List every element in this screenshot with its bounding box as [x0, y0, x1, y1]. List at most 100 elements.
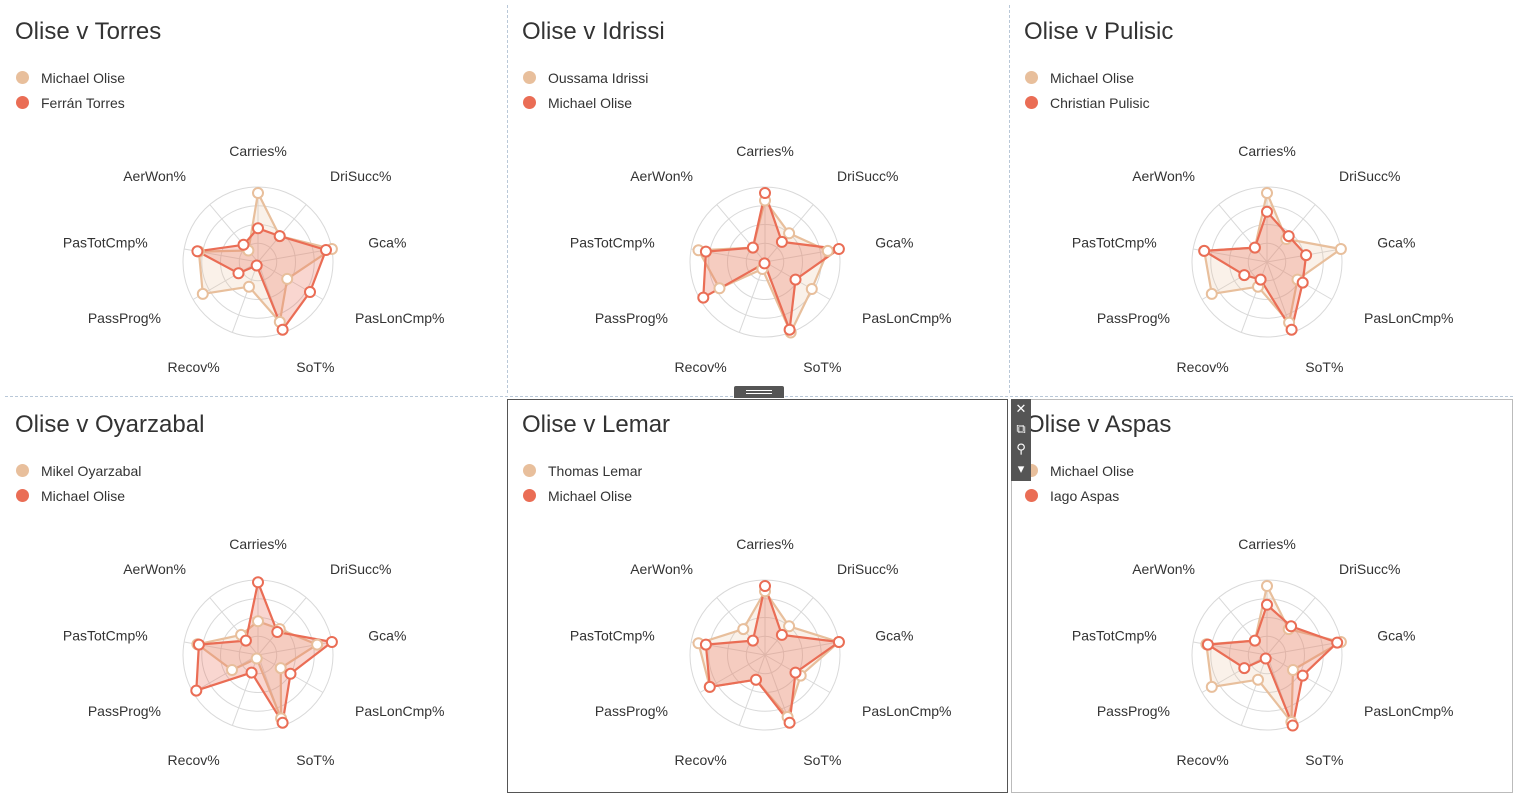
legend-item[interactable]: Iago Aspas [1025, 483, 1134, 508]
series-area-2[interactable] [195, 581, 333, 724]
data-point[interactable] [759, 580, 771, 592]
legend-item[interactable]: Mikel Oyarzabal [16, 458, 141, 483]
data-point[interactable] [1205, 287, 1218, 300]
data-point[interactable] [713, 282, 726, 295]
data-point[interactable] [271, 626, 284, 638]
data-point[interactable] [759, 187, 771, 199]
close-icon[interactable]: ✕ [1015, 401, 1027, 416]
data-point[interactable] [284, 667, 297, 680]
series-area-2[interactable] [702, 191, 840, 331]
data-point[interactable] [232, 267, 245, 280]
data-point[interactable] [703, 680, 716, 693]
data-point[interactable] [325, 636, 338, 648]
data-point[interactable] [1261, 205, 1273, 218]
data-point[interactable] [250, 259, 263, 272]
data-point[interactable] [1252, 673, 1264, 686]
data-point[interactable] [783, 716, 796, 729]
data-point[interactable] [1287, 664, 1299, 676]
legend-item[interactable]: Ferrán Torres [16, 90, 125, 115]
data-point[interactable] [1238, 662, 1251, 675]
radar-panel-4[interactable]: Olise v Oyarzabal Mikel Oyarzabal Michael … [0, 393, 502, 786]
data-point[interactable] [1285, 620, 1298, 633]
data-point[interactable] [1300, 249, 1313, 262]
data-point[interactable] [1331, 636, 1344, 649]
radar-panel-5[interactable]: Olise v Lemar Thomas Lemar Michael Olise Ca… [507, 393, 1009, 786]
data-point[interactable] [746, 241, 759, 254]
data-point[interactable] [737, 623, 750, 636]
data-point[interactable] [750, 673, 762, 686]
data-point[interactable] [252, 615, 264, 628]
data-point[interactable] [243, 280, 255, 293]
resize-grip-handle[interactable] [734, 386, 784, 398]
data-point[interactable] [1254, 273, 1267, 286]
radar-panel-3[interactable]: Olise v Pulisic Michael Olise Christian Pu… [1009, 0, 1511, 393]
legend-item[interactable]: Michael Olise [16, 65, 125, 90]
data-point[interactable] [783, 227, 796, 240]
data-point[interactable] [191, 245, 204, 258]
filter-icon[interactable]: ⚲ [1016, 441, 1026, 456]
open-external-icon[interactable]: ⧉ [1016, 421, 1026, 436]
data-point[interactable] [1259, 652, 1272, 665]
radar-panel-6[interactable]: Olise v Aspas Michael Olise Iago Aspas Carr… [1009, 393, 1511, 786]
data-point[interactable] [276, 323, 289, 336]
data-point[interactable] [1198, 244, 1211, 257]
data-point[interactable] [783, 620, 796, 633]
data-point[interactable] [237, 238, 250, 251]
data-point[interactable] [1261, 580, 1273, 592]
data-point[interactable] [196, 287, 209, 300]
data-point[interactable] [320, 244, 332, 256]
data-point[interactable] [252, 222, 264, 235]
data-point[interactable] [281, 272, 294, 285]
data-point[interactable] [1238, 269, 1251, 282]
data-point[interactable] [699, 245, 712, 258]
series-area-1[interactable] [197, 191, 333, 323]
data-point[interactable] [1334, 243, 1347, 255]
data-point[interactable] [832, 243, 845, 255]
data-point[interactable] [821, 244, 834, 257]
data-point[interactable] [252, 576, 264, 589]
data-point[interactable] [1286, 719, 1299, 732]
data-point[interactable] [245, 666, 258, 679]
series-area-2[interactable] [704, 584, 840, 724]
legend-item[interactable]: Michael Olise [523, 483, 642, 508]
data-point[interactable] [1261, 598, 1273, 611]
series-area-2[interactable] [1203, 210, 1308, 331]
data-point[interactable] [832, 636, 845, 648]
radar-panel-1[interactable]: Olise v Torres Michael Olise Ferrán Torres… [0, 0, 502, 393]
legend-item[interactable]: Oussama Idrissi [523, 65, 648, 90]
data-point[interactable] [1285, 323, 1298, 336]
data-point[interactable] [1248, 634, 1261, 647]
data-point[interactable] [1201, 638, 1214, 651]
data-point[interactable] [192, 638, 205, 651]
data-point[interactable] [1296, 276, 1309, 289]
data-point[interactable] [1296, 669, 1309, 682]
legend-item[interactable]: Michael Olise [523, 90, 648, 115]
data-point[interactable] [783, 323, 796, 336]
data-point[interactable] [746, 634, 759, 647]
data-point[interactable] [1205, 680, 1218, 693]
data-point[interactable] [311, 638, 324, 651]
data-point[interactable] [190, 684, 203, 697]
data-point[interactable] [276, 716, 289, 729]
chevron-down-icon[interactable]: ▾ [1017, 461, 1025, 476]
data-point[interactable] [775, 628, 788, 641]
data-point[interactable] [250, 652, 263, 665]
data-point[interactable] [239, 634, 252, 647]
data-point[interactable] [789, 666, 802, 679]
data-point[interactable] [697, 291, 710, 304]
data-point[interactable] [1248, 241, 1261, 254]
legend-item[interactable]: Christian Pulisic [1025, 90, 1150, 115]
data-point[interactable] [789, 273, 802, 286]
data-point[interactable] [1282, 230, 1295, 243]
data-point[interactable] [273, 230, 286, 243]
data-point[interactable] [699, 638, 712, 651]
data-point[interactable] [304, 286, 316, 298]
radar-panel-2[interactable]: Olise v Idrissi Oussama Idrissi Michael Ol… [507, 0, 1009, 393]
data-point[interactable] [1261, 187, 1273, 199]
legend-item[interactable]: Michael Olise [16, 483, 141, 508]
data-point[interactable] [226, 664, 238, 676]
data-point[interactable] [805, 283, 818, 295]
data-point[interactable] [274, 662, 287, 675]
data-point[interactable] [252, 187, 264, 199]
series-area-2[interactable] [1206, 603, 1339, 727]
